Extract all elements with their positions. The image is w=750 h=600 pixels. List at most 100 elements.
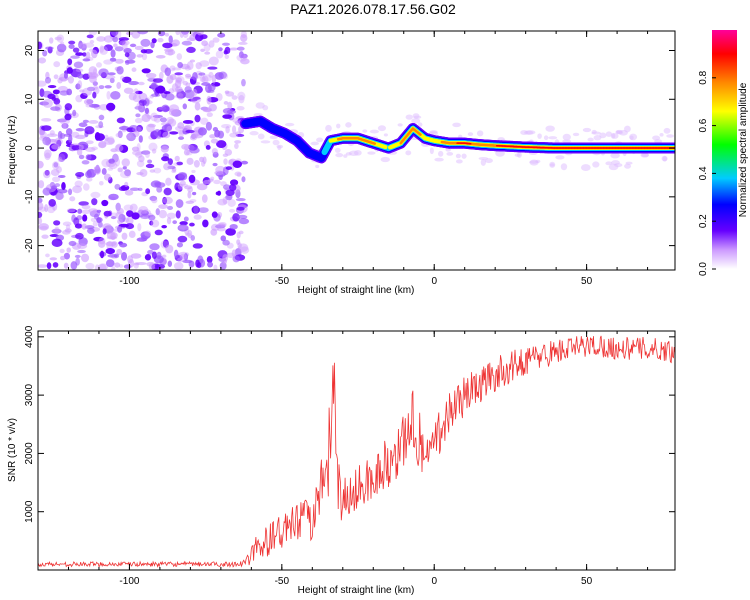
halo-blob	[411, 118, 421, 124]
noise-blob	[76, 148, 83, 156]
noise-blob	[57, 130, 63, 140]
noise-blob	[131, 212, 140, 220]
noise-blob	[177, 171, 188, 179]
noise-blob	[207, 83, 216, 92]
noise-blob	[45, 253, 50, 258]
noise-blob	[103, 44, 113, 52]
noise-blob	[229, 132, 238, 138]
noise-blob	[240, 160, 249, 165]
halo-blob	[537, 133, 542, 139]
noise-blob	[161, 156, 170, 162]
halo-blob	[661, 155, 668, 162]
noise-blob	[78, 144, 84, 151]
colorbar-ticks: 0.0 0.2 0.4 0.6 0.8	[698, 70, 716, 276]
noise-blob	[158, 71, 164, 80]
noise-blob	[174, 155, 180, 162]
noise-blob	[88, 66, 98, 75]
halo-blob	[445, 148, 451, 152]
noise-blob	[114, 183, 121, 190]
noise-blob	[98, 85, 105, 90]
noise-blob	[63, 262, 69, 269]
spectrogram-xtick-label: 0	[431, 276, 437, 287]
noise-blob	[135, 151, 143, 158]
noise-blob	[164, 49, 176, 56]
noise-blob	[94, 264, 100, 270]
noise-blob	[111, 266, 116, 270]
halo-blob	[641, 153, 649, 158]
noise-blob	[68, 240, 77, 246]
noise-blob	[221, 42, 230, 46]
noise-blob	[59, 248, 65, 254]
noise-blob	[134, 45, 144, 51]
noise-blob	[95, 62, 102, 68]
noise-blob	[82, 87, 92, 96]
noise-blob	[131, 146, 140, 152]
noise-blob	[52, 176, 61, 183]
noise-blob	[232, 160, 243, 168]
noise-blob	[66, 247, 71, 253]
halo-blob	[362, 129, 368, 133]
noise-blob	[135, 90, 143, 95]
noise-blob	[192, 96, 201, 100]
noise-blob	[191, 169, 196, 174]
noise-blob	[199, 60, 210, 67]
noise-blob	[174, 72, 184, 76]
noise-blob	[171, 67, 182, 71]
noise-blob	[192, 72, 198, 81]
noise-blob	[78, 201, 89, 206]
noise-blob	[101, 168, 107, 175]
noise-blob	[182, 119, 194, 124]
noise-blob	[38, 217, 43, 225]
halo-blob	[608, 163, 619, 171]
noise-blob	[220, 223, 227, 228]
noise-blob	[141, 68, 151, 74]
noise-blob	[74, 223, 83, 229]
noise-blob	[115, 157, 121, 167]
noise-blob	[240, 58, 250, 65]
noise-blob	[38, 80, 47, 87]
noise-blob	[70, 55, 80, 59]
noise-blob	[103, 35, 114, 43]
noise-blob	[46, 262, 52, 270]
halo-blob	[269, 135, 278, 140]
noise-blob	[227, 198, 236, 207]
noise-blob	[114, 46, 124, 52]
noise-blob	[97, 263, 109, 270]
noise-blob	[104, 137, 115, 145]
noise-blob	[82, 73, 90, 80]
noise-blob	[96, 36, 106, 42]
noise-blob	[206, 95, 212, 105]
spectrogram-ytick-label: 10	[24, 93, 35, 105]
noise-blob	[196, 183, 208, 191]
noise-blob	[161, 254, 167, 258]
noise-blob	[176, 161, 184, 166]
halo-blob	[666, 134, 674, 138]
noise-blob	[155, 208, 160, 216]
noise-blob	[138, 92, 148, 101]
halo-blob	[654, 139, 663, 144]
noise-blob	[61, 230, 71, 235]
noise-blob	[222, 184, 231, 190]
halo-blob	[397, 123, 403, 127]
noise-blob	[202, 74, 213, 82]
halo-blob	[257, 133, 265, 140]
noise-blob	[67, 58, 73, 66]
noise-blob	[85, 146, 96, 153]
noise-blob	[123, 204, 134, 212]
noise-blob	[228, 208, 236, 213]
noise-blob	[177, 61, 183, 69]
halo-blob	[334, 147, 341, 153]
noise-blob	[61, 182, 66, 191]
noise-blob	[198, 207, 209, 213]
noise-blob	[223, 158, 228, 165]
noise-blob	[69, 196, 76, 202]
noise-blob	[149, 169, 156, 173]
noise-blob	[129, 43, 137, 48]
halo-blob	[605, 161, 613, 166]
figure-title: PAZ1.2026.078.17.56.G02	[290, 1, 456, 17]
noise-blob	[176, 53, 183, 61]
snr-ytick-label: 3000	[24, 384, 35, 407]
noise-blob	[215, 50, 224, 59]
noise-blob	[236, 106, 245, 111]
snr-xtick-label: -100	[119, 576, 139, 587]
